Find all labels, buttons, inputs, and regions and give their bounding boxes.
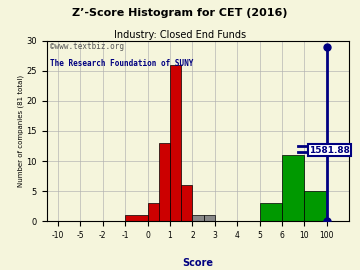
- Bar: [170, 65, 181, 221]
- Bar: [260, 203, 282, 221]
- Bar: [125, 215, 148, 221]
- Bar: [204, 215, 215, 221]
- Text: The Research Foundation of SUNY: The Research Foundation of SUNY: [50, 59, 193, 68]
- Text: ©www.textbiz.org: ©www.textbiz.org: [50, 42, 124, 51]
- Text: Industry: Closed End Funds: Industry: Closed End Funds: [114, 30, 246, 40]
- Text: 1581.88: 1581.88: [309, 146, 350, 155]
- Bar: [305, 191, 327, 221]
- Bar: [192, 215, 204, 221]
- Bar: [282, 155, 305, 221]
- Text: Z’-Score Histogram for CET (2016): Z’-Score Histogram for CET (2016): [72, 8, 288, 18]
- Bar: [181, 185, 192, 221]
- Text: Score: Score: [183, 258, 213, 268]
- Y-axis label: Number of companies (81 total): Number of companies (81 total): [17, 75, 24, 187]
- Bar: [159, 143, 170, 221]
- Bar: [148, 203, 170, 221]
